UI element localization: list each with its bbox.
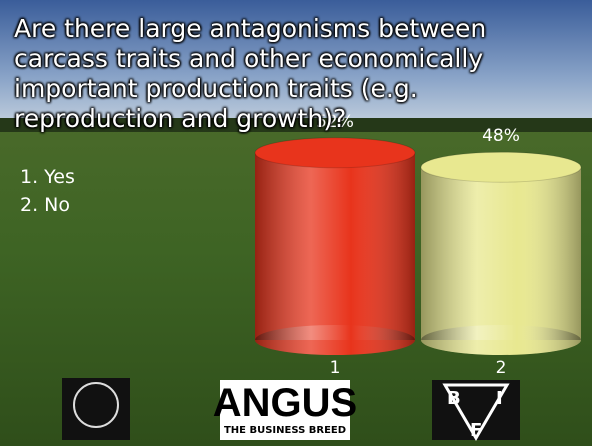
answer-option: 1. Yes	[20, 166, 75, 188]
sky	[0, 0, 592, 130]
cylinder-shade	[255, 152, 415, 340]
logo-bif: B I F	[432, 380, 520, 441]
cylinder-top	[254, 137, 416, 169]
bif-letter: F	[470, 420, 482, 441]
logo-angus: ANGUS THE BUSINESS BREED	[213, 380, 357, 440]
chart-title: Are there large antagonisms between carc…	[14, 14, 487, 133]
bif-letter: B	[447, 388, 461, 409]
cylinder-shade	[421, 167, 581, 340]
cylinder-top	[420, 151, 582, 183]
logo-left	[62, 378, 130, 440]
answer-option: 2. No	[20, 194, 70, 216]
x-tick-label: 2	[496, 358, 507, 378]
treeline	[0, 118, 592, 132]
value-label: 48%	[482, 126, 520, 146]
value-label: 52%	[316, 112, 354, 132]
bif-letter: I	[496, 388, 503, 409]
angus-tagline: THE BUSINESS BREED	[224, 425, 346, 436]
x-tick-label: 1	[330, 358, 341, 378]
angus-text: ANGUS	[213, 381, 357, 425]
